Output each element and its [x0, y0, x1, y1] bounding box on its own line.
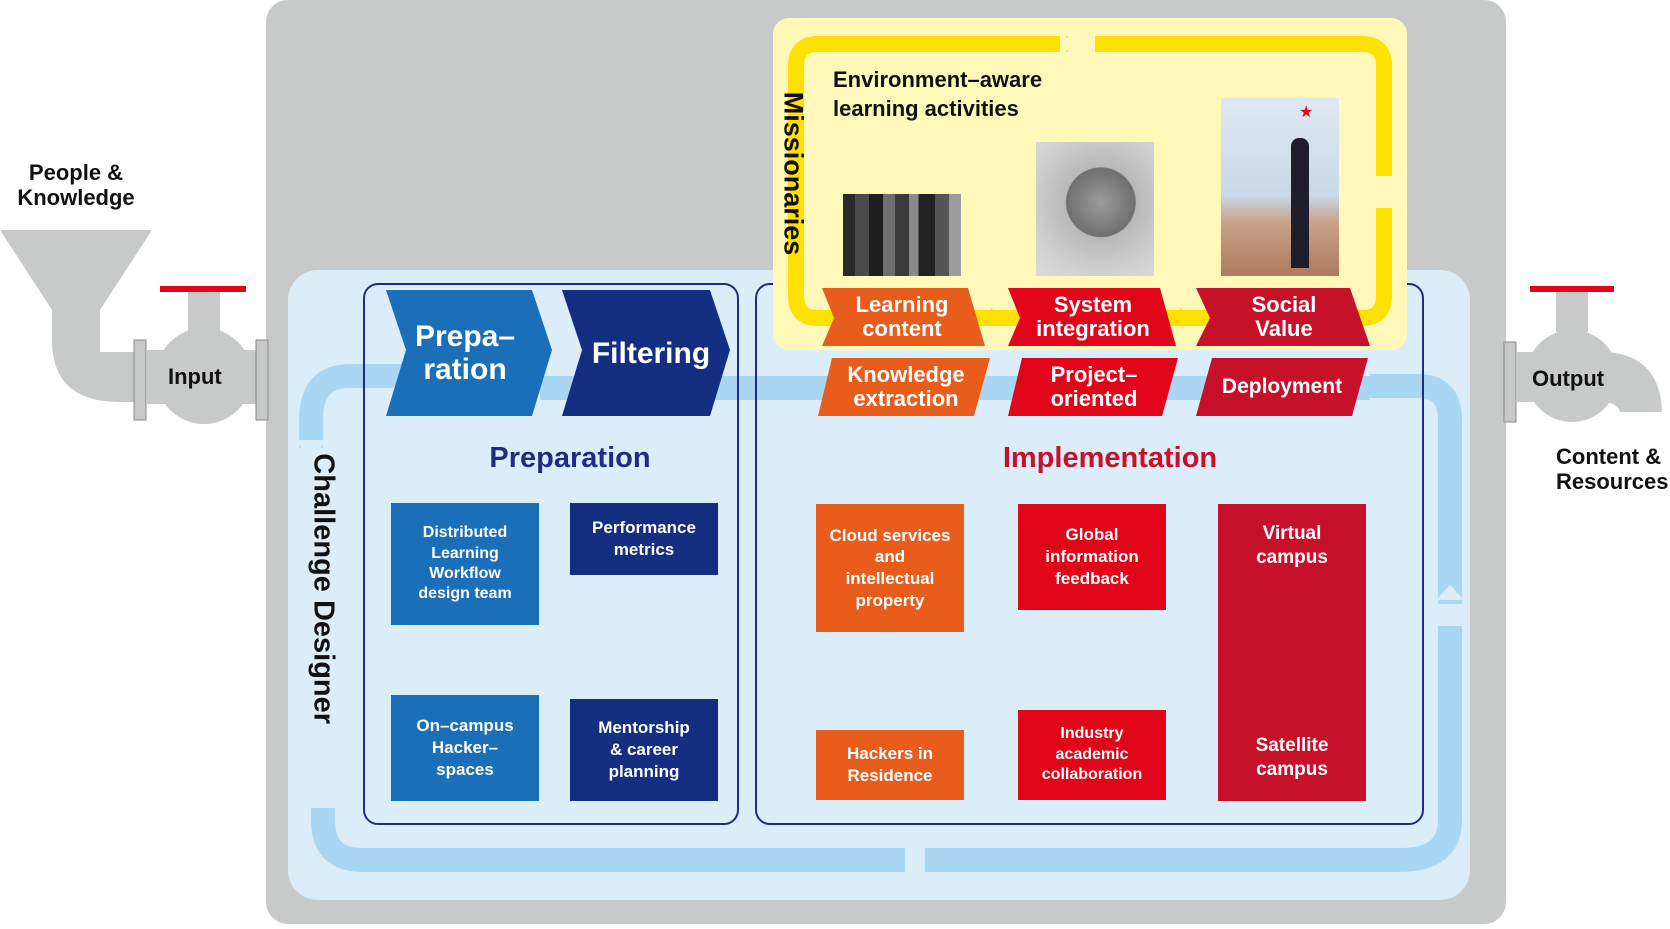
hackerspaces-box: On–campus Hacker– spaces: [391, 695, 539, 801]
mentorship-box: Mentorship & career planning: [570, 699, 718, 801]
flow-loop-bottom-right: [925, 626, 1462, 872]
prep-arrow-shape: [386, 290, 552, 416]
system-integration-label: System integration: [1036, 291, 1150, 341]
system-arrow-shape: [1008, 288, 1176, 346]
project-oriented-label: Project– oriented: [1050, 361, 1138, 411]
missionaries-label: Missionaries: [778, 91, 809, 256]
flow-loop-right: [1370, 374, 1462, 604]
flow-loop-left: [299, 364, 460, 448]
preparation-frame: [363, 283, 739, 825]
missionaries-loop-top-right: [1095, 36, 1392, 180]
global-feedback-box: Global information feedback: [1018, 504, 1166, 610]
flow-loop-bottom-left: [311, 808, 905, 872]
output-valve-label: Output: [1532, 366, 1605, 391]
flow-arrow-left-up: [296, 440, 326, 462]
input-funnel: [0, 230, 152, 310]
output-target-label: Content & Resources: [1556, 444, 1669, 495]
input-valve-handle: [160, 286, 246, 292]
satellite-campus-label: Satellite campus: [1255, 734, 1329, 780]
robot-photo: [1036, 142, 1154, 276]
hackers-residence-box: Hackers in Residence: [816, 730, 964, 800]
performance-metrics-box: Performance metrics: [570, 503, 718, 575]
knowledge-arrow-shape: [818, 358, 990, 416]
cloud-services-box: Cloud services and intellectual property: [816, 504, 964, 632]
presenter-figure: [1291, 138, 1309, 268]
distributed-workflow-box: Distributed Learning Workflow design tea…: [391, 503, 539, 625]
filtering-arrow-shape: [562, 290, 730, 416]
connector-chevron-3: [992, 376, 1002, 398]
missionaries-loop: [788, 36, 1392, 326]
input-valve-stem: [188, 292, 220, 332]
input-pipe-flange-right: [255, 339, 269, 421]
input-pipe: [52, 305, 140, 402]
implementation-title: Implementation: [1002, 442, 1218, 474]
social-arrow-shape: [1196, 288, 1370, 346]
deployment-label: Deployment: [1221, 375, 1343, 399]
connector-chevron-1: [991, 308, 1001, 326]
star-icon: ★: [1299, 104, 1314, 121]
virtual-campus-label: Virtual campus: [1256, 522, 1328, 568]
books-photo: [843, 194, 961, 276]
challenge-designer-label: Challenge Designer: [307, 453, 340, 725]
flow-arrow-right-down: [1436, 585, 1464, 600]
output-valve-body: [1526, 330, 1618, 422]
campus-box: Virtual campus Satellite campus: [1218, 504, 1366, 801]
connector-chevron-2: [1180, 308, 1190, 326]
input-valve-body: [156, 328, 252, 424]
missionaries-arrow-top: [1060, 32, 1076, 56]
preparation-title: Preparation: [489, 442, 651, 474]
output-valve-stem: [1556, 292, 1588, 332]
knowledge-extraction-label: Knowledge extraction: [847, 361, 965, 411]
prep-arrow-label: Prepa– ration: [414, 320, 516, 386]
industry-collaboration-box: Industry academic collaboration: [1018, 710, 1166, 800]
filtering-arrow-label: Filtering: [591, 336, 711, 370]
project-arrow-shape: [1008, 358, 1178, 416]
missionaries-arrow-right: [1372, 176, 1396, 192]
learning-arrow-shape: [822, 288, 985, 346]
flow-arrow-bottom: [906, 846, 922, 874]
missionaries-heading: Environment–aware learning activities: [833, 67, 1043, 121]
learning-content-label: Learning content: [855, 291, 949, 341]
social-value-label: Social Value: [1251, 291, 1317, 341]
connector-chevron-4: [1181, 376, 1191, 398]
presentation-photo: ★: [1221, 98, 1339, 276]
input-valve-label: Input: [168, 364, 222, 389]
input-source-label: People & Knowledge: [17, 160, 135, 211]
deployment-arrow-shape: [1196, 358, 1368, 416]
output-valve-handle: [1530, 286, 1614, 292]
